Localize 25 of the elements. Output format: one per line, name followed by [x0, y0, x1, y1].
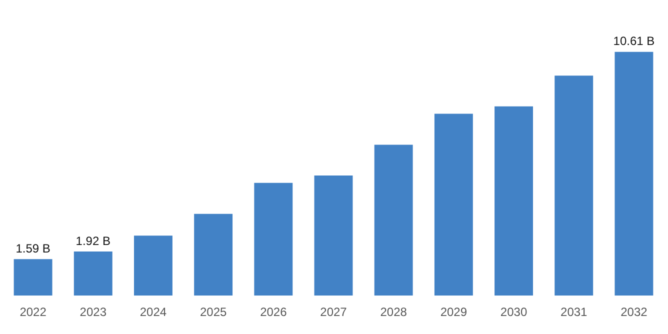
data-label: 10.61 B [613, 34, 655, 48]
bar [314, 175, 353, 296]
x-tick-label: 2030 [500, 305, 528, 320]
x-tick-label: 2027 [320, 305, 348, 320]
x-tick-label: 2025 [200, 305, 227, 320]
bar [554, 76, 594, 296]
bar [254, 182, 293, 296]
bar [134, 236, 172, 296]
bar [374, 144, 413, 296]
x-tick-label: 2032 [620, 305, 648, 320]
bar [74, 252, 112, 296]
data-label: 1.92 B [76, 234, 110, 248]
x-tick-label: 2024 [140, 305, 167, 320]
x-tick-label: 2026 [260, 305, 288, 320]
data-label: 1.59 B [16, 241, 50, 256]
bar [194, 214, 233, 296]
x-tick-label: 2031 [560, 305, 588, 320]
bar [614, 52, 654, 296]
bar [14, 259, 52, 296]
bar [494, 106, 533, 296]
x-tick-label: 2029 [440, 305, 468, 320]
x-tick-label: 2023 [80, 305, 107, 320]
bar [434, 114, 473, 296]
x-tick-label: 2022 [20, 305, 47, 320]
x-tick-label: 2028 [380, 305, 408, 320]
